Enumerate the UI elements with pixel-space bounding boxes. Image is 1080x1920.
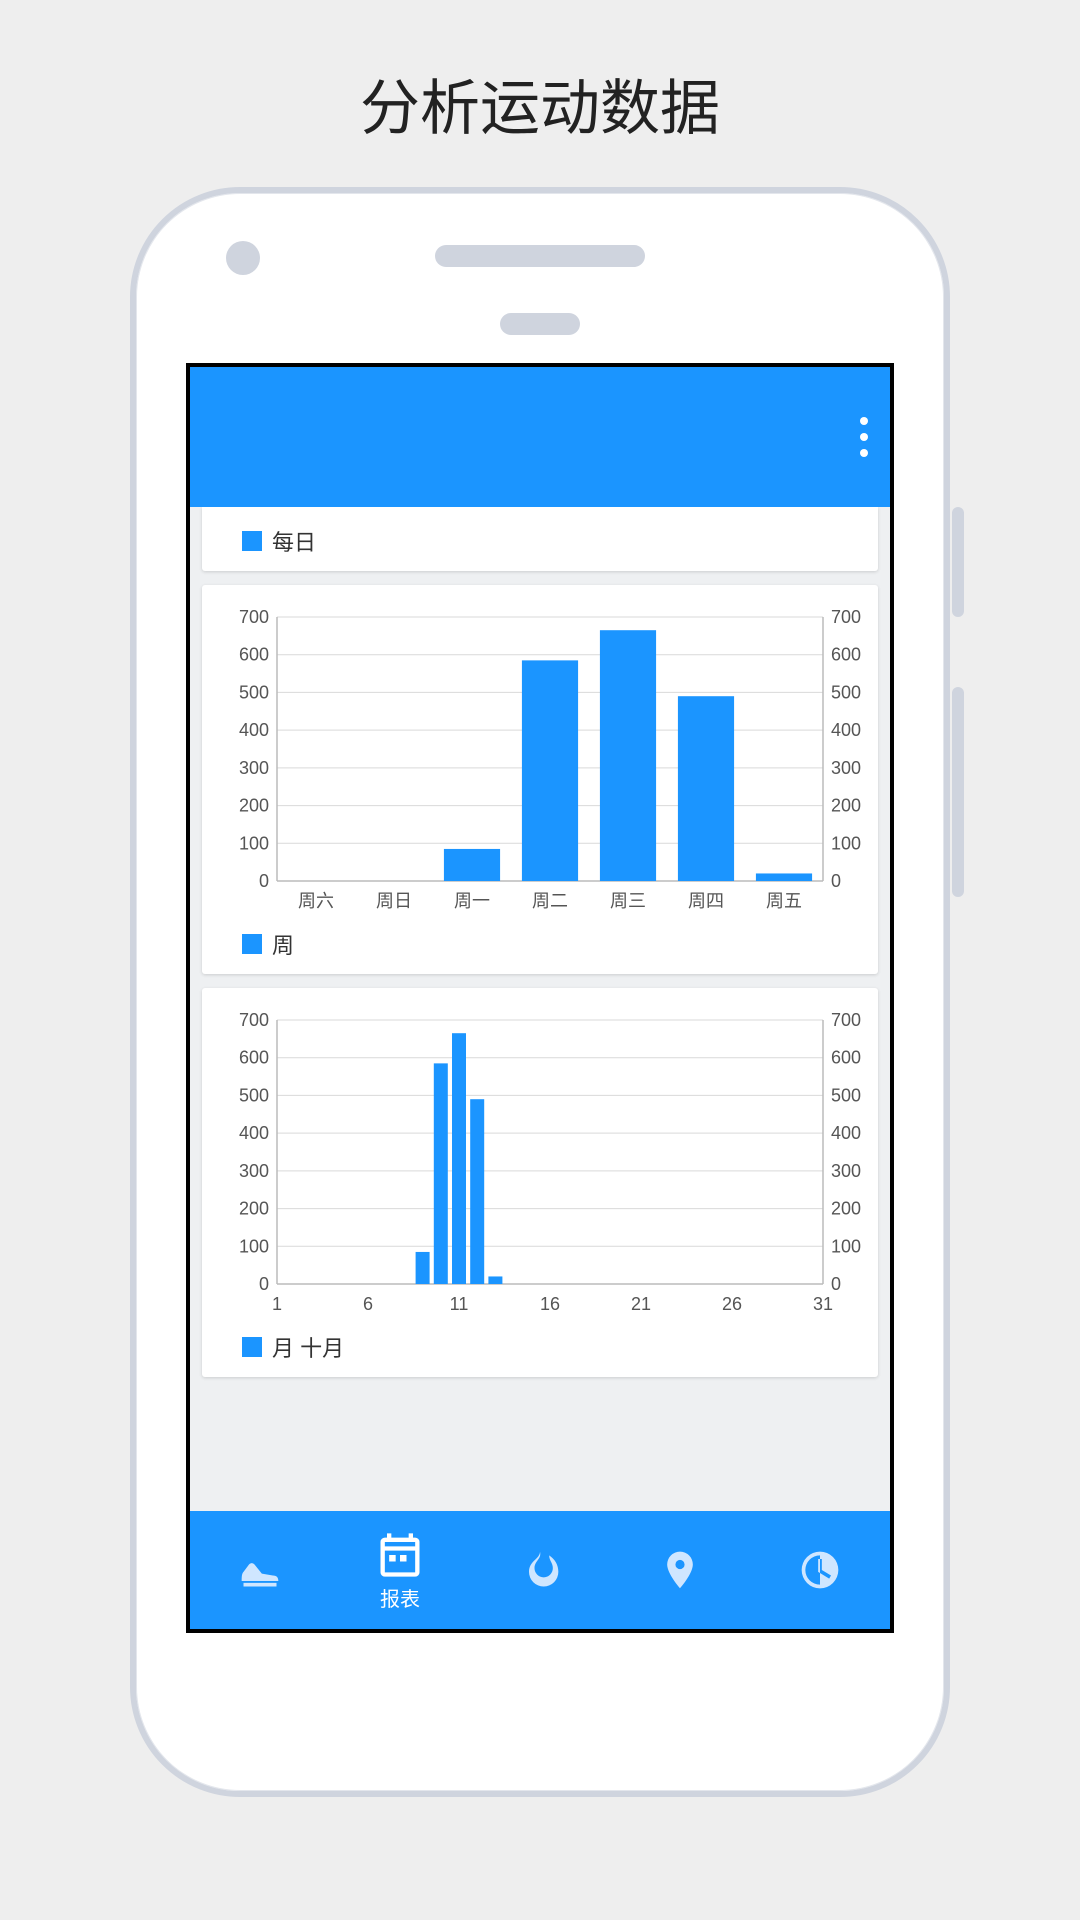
flame-icon bbox=[518, 1548, 562, 1592]
svg-text:周六: 周六 bbox=[298, 891, 334, 911]
legend-week: 周 bbox=[212, 922, 868, 960]
svg-text:400: 400 bbox=[831, 720, 861, 740]
svg-text:300: 300 bbox=[239, 758, 269, 778]
svg-text:200: 200 bbox=[831, 796, 861, 816]
svg-text:21: 21 bbox=[631, 1294, 651, 1314]
svg-text:0: 0 bbox=[259, 871, 269, 891]
svg-text:500: 500 bbox=[239, 682, 269, 702]
legend-label: 周 bbox=[272, 928, 294, 960]
svg-text:26: 26 bbox=[722, 1294, 742, 1314]
nav-activity[interactable] bbox=[190, 1548, 330, 1592]
svg-text:16: 16 bbox=[540, 1294, 560, 1314]
svg-text:周日: 周日 bbox=[376, 891, 412, 911]
svg-text:300: 300 bbox=[831, 758, 861, 778]
svg-text:400: 400 bbox=[239, 720, 269, 740]
nav-time[interactable] bbox=[750, 1548, 890, 1592]
page-title: 分析运动数据 bbox=[0, 0, 1080, 187]
svg-text:700: 700 bbox=[239, 607, 269, 627]
legend-swatch bbox=[242, 934, 262, 954]
svg-text:500: 500 bbox=[831, 1085, 861, 1105]
svg-text:700: 700 bbox=[831, 1010, 861, 1030]
svg-text:600: 600 bbox=[239, 645, 269, 665]
phone-earpiece bbox=[435, 245, 645, 267]
svg-text:700: 700 bbox=[831, 607, 861, 627]
svg-text:600: 600 bbox=[239, 1048, 269, 1068]
phone-proximity bbox=[500, 313, 580, 335]
bottom-nav: 报表 bbox=[190, 1511, 890, 1629]
phone-mockup: 每日 0010010020020030030040040050050060060… bbox=[130, 187, 950, 1797]
svg-text:200: 200 bbox=[239, 796, 269, 816]
month-bar-chart: 0 0 100 100 200 200 300 300 400 400 500 500 600 600 70… bbox=[222, 1010, 878, 1320]
legend-label: 月 十月 bbox=[272, 1331, 344, 1363]
nav-calories[interactable] bbox=[470, 1548, 610, 1592]
svg-text:300: 300 bbox=[239, 1161, 269, 1181]
pin-icon bbox=[658, 1548, 702, 1592]
clock-icon bbox=[798, 1548, 842, 1592]
overflow-menu-icon[interactable] bbox=[860, 417, 868, 457]
svg-text:周二: 周二 bbox=[532, 891, 568, 911]
svg-text:100: 100 bbox=[831, 1236, 861, 1256]
content-area: 每日 0010010020020030030040040050050060060… bbox=[190, 507, 890, 1511]
nav-location[interactable] bbox=[610, 1548, 750, 1592]
svg-text:周五: 周五 bbox=[766, 891, 802, 911]
svg-text:500: 500 bbox=[239, 1085, 269, 1105]
phone-side-button bbox=[952, 507, 964, 617]
svg-text:400: 400 bbox=[831, 1123, 861, 1143]
svg-text:100: 100 bbox=[239, 1236, 269, 1256]
svg-text:周四: 周四 bbox=[688, 891, 724, 911]
shoe-icon bbox=[238, 1548, 282, 1592]
svg-text:6: 6 bbox=[363, 1294, 373, 1314]
legend-swatch bbox=[242, 531, 262, 551]
svg-text:700: 700 bbox=[239, 1010, 269, 1030]
svg-text:600: 600 bbox=[831, 1048, 861, 1068]
nav-label: 报表 bbox=[380, 1583, 420, 1612]
svg-text:0: 0 bbox=[831, 1274, 841, 1294]
svg-text:400: 400 bbox=[239, 1123, 269, 1143]
svg-text:300: 300 bbox=[831, 1161, 861, 1181]
nav-reports[interactable]: 报表 bbox=[330, 1529, 470, 1612]
svg-text:11: 11 bbox=[450, 1294, 469, 1314]
svg-text:200: 200 bbox=[239, 1199, 269, 1219]
svg-text:100: 100 bbox=[239, 833, 269, 853]
app-bar bbox=[190, 367, 890, 507]
svg-text:1: 1 bbox=[272, 1294, 282, 1314]
legend-swatch bbox=[242, 1337, 262, 1357]
svg-text:600: 600 bbox=[831, 645, 861, 665]
calendar-icon bbox=[374, 1529, 426, 1581]
daily-card: 每日 bbox=[202, 507, 878, 571]
legend-daily: 每日 bbox=[212, 519, 868, 557]
week-bar-chart: 0 0 100 100 200 200 300 300 400 400 500 500 600 600 70… bbox=[222, 607, 878, 917]
svg-text:周一: 周一 bbox=[454, 891, 490, 911]
svg-text:500: 500 bbox=[831, 682, 861, 702]
svg-text:0: 0 bbox=[831, 871, 841, 891]
legend-month: 月 十月 bbox=[212, 1325, 868, 1363]
week-card: 0 0 100 100 200 200 300 300 400 400 500 500 600 600 70… bbox=[202, 585, 878, 974]
svg-text:100: 100 bbox=[831, 833, 861, 853]
svg-text:周三: 周三 bbox=[610, 891, 646, 911]
svg-text:0: 0 bbox=[259, 1274, 269, 1294]
app-screen: 每日 0010010020020030030040040050050060060… bbox=[186, 363, 894, 1633]
legend-label: 每日 bbox=[272, 525, 316, 557]
svg-text:200: 200 bbox=[831, 1199, 861, 1219]
phone-camera-dot bbox=[226, 241, 260, 275]
svg-text:31: 31 bbox=[813, 1294, 833, 1314]
phone-side-button bbox=[952, 687, 964, 897]
month-card: 0 0 100 100 200 200 300 300 400 400 500 500 600 600 70… bbox=[202, 988, 878, 1377]
